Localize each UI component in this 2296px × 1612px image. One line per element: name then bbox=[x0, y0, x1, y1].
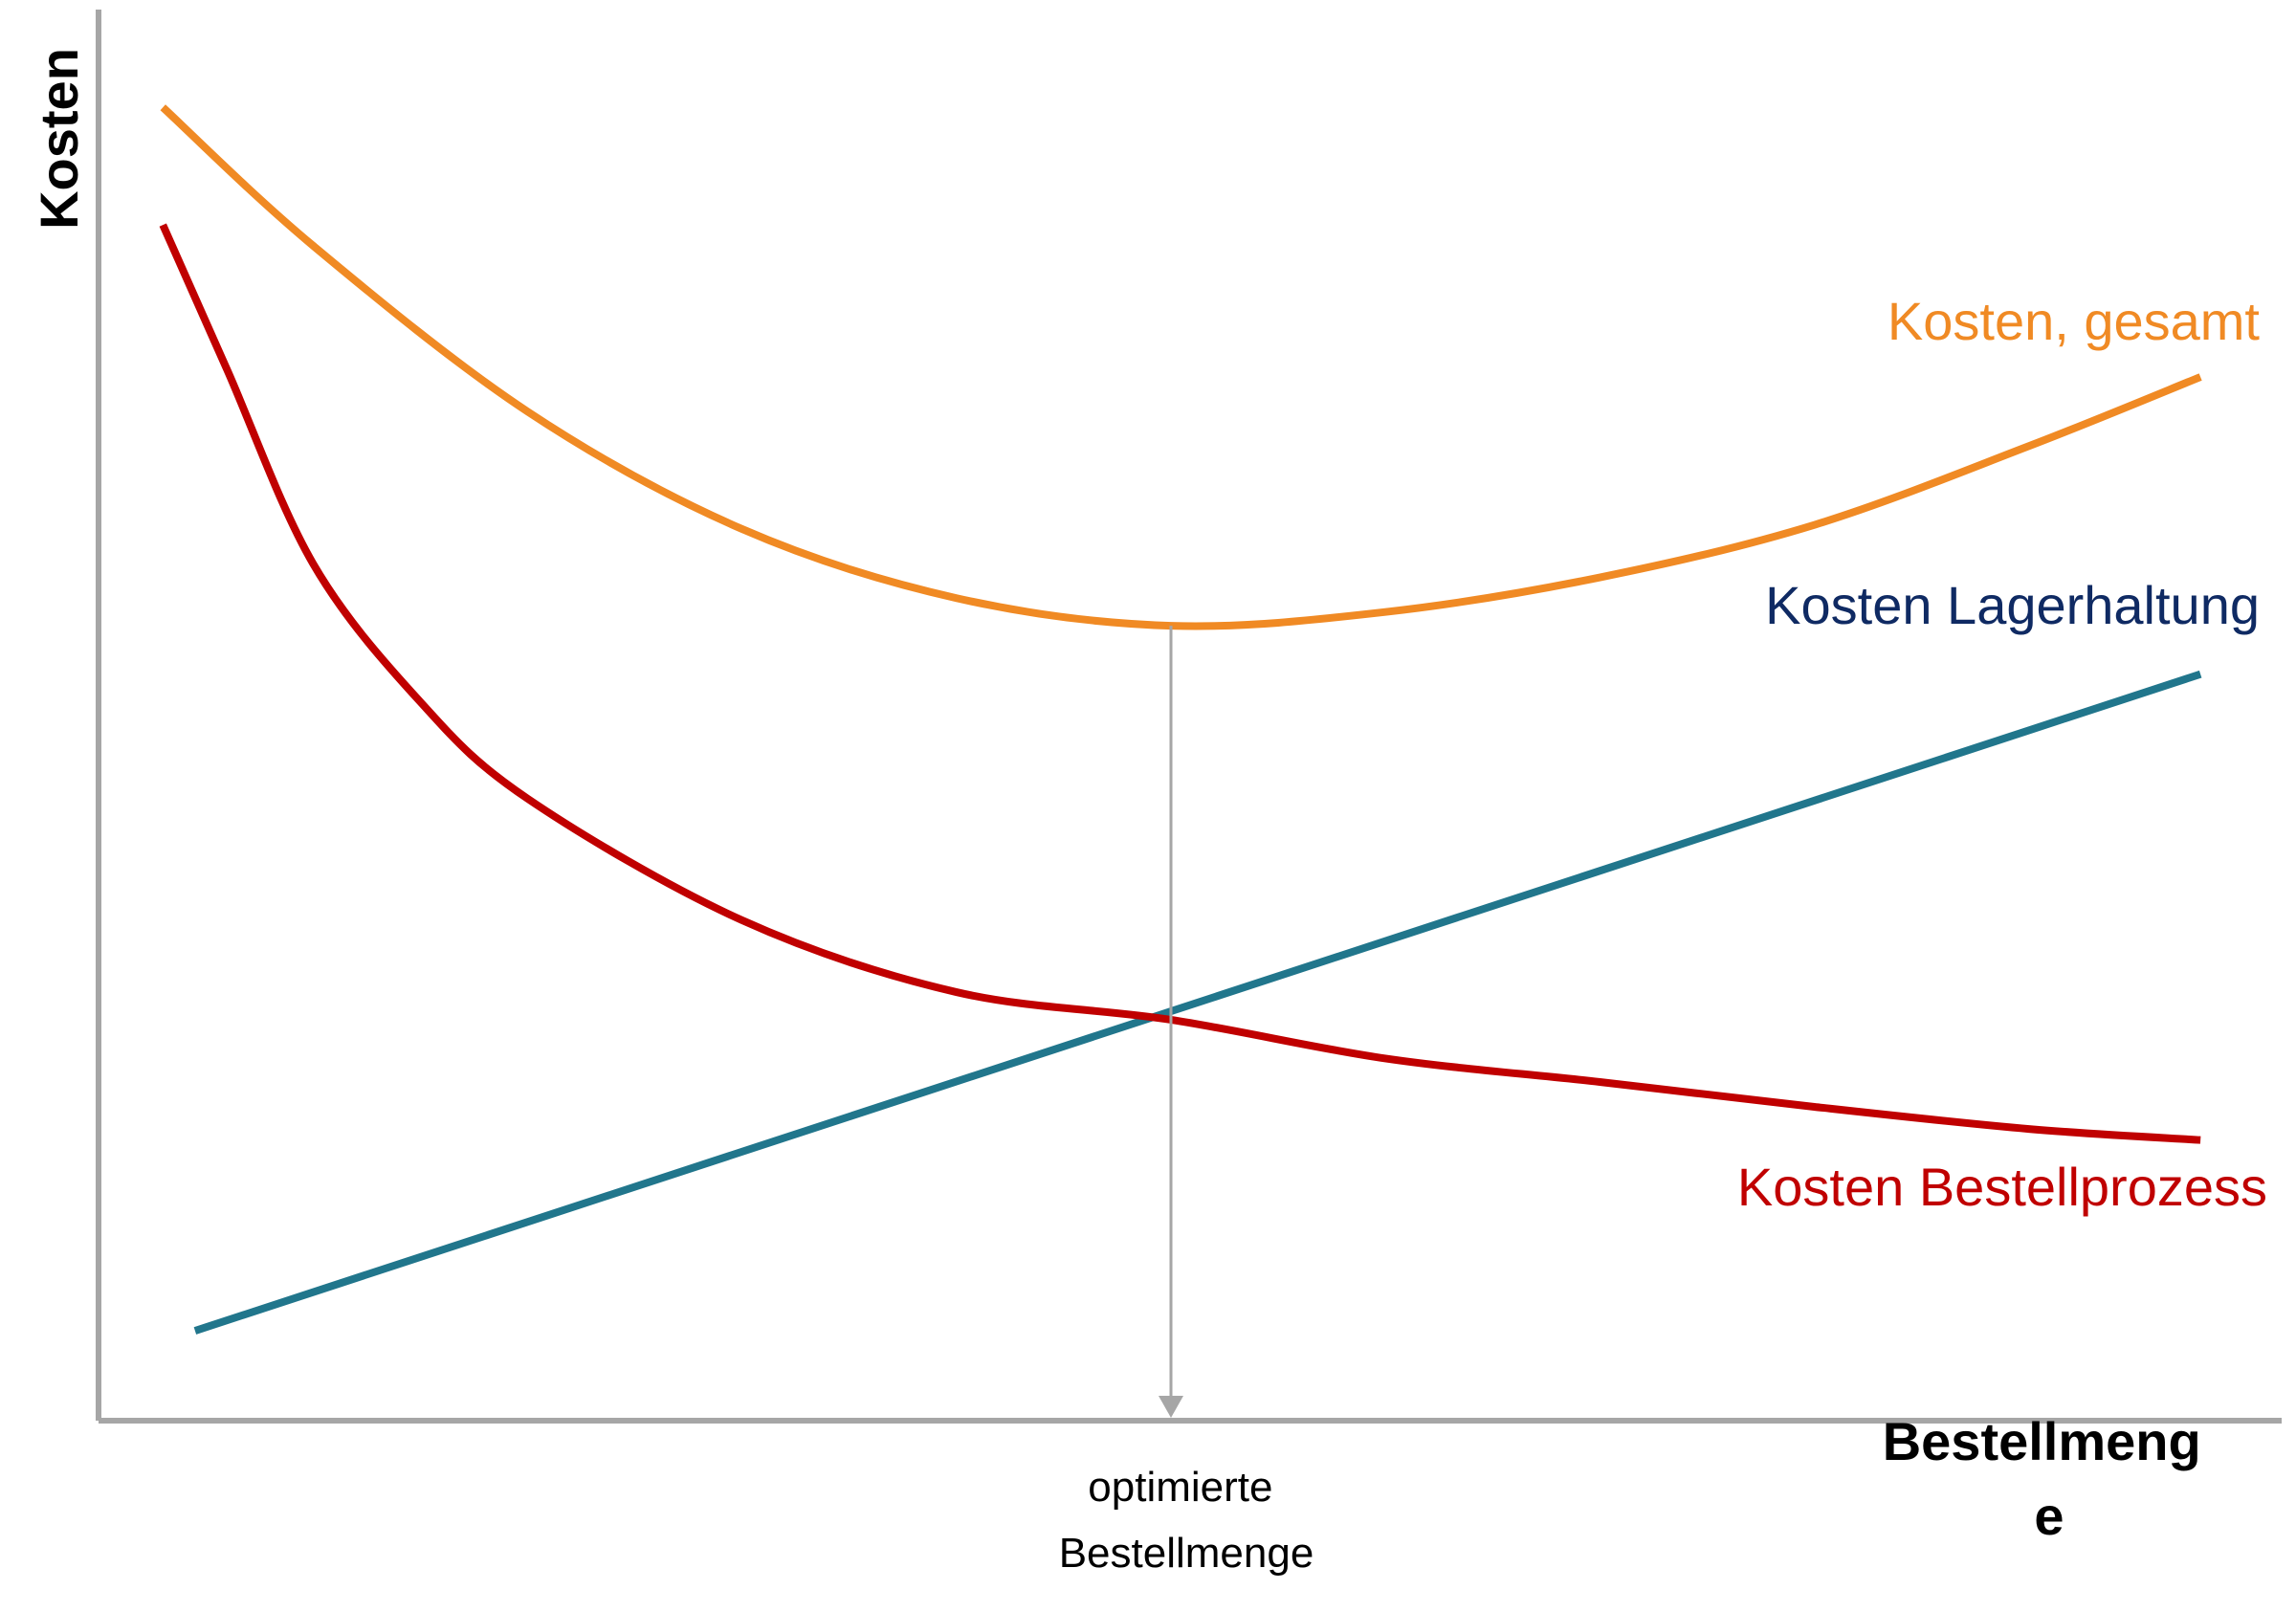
x-axis-label: Bestellmeng e bbox=[1883, 1411, 2217, 1546]
series-label-kosten-bestellprozess: Kosten Bestellprozess bbox=[1737, 1157, 2267, 1217]
optimum-annotation-line-1: optimierte bbox=[1088, 1464, 1272, 1511]
series-line-kosten-gesamt bbox=[160, 104, 2202, 630]
x-axis-label-line-1: Bestellmeng bbox=[1883, 1411, 2201, 1471]
series-layer bbox=[159, 104, 2202, 1335]
optimum-arrowhead bbox=[1159, 1396, 1183, 1418]
series-line-kosten-bestellprozess bbox=[159, 223, 2201, 1144]
optimum-annotation-line-2: Bestellmenge bbox=[1059, 1530, 1314, 1577]
optimum-annotation-label: optimierte Bestellmenge bbox=[1059, 1464, 1314, 1577]
series-label-kosten-lagerhaltung: Kosten Lagerhaltung bbox=[1765, 575, 2260, 635]
x-axis-label-line-2: e bbox=[2034, 1486, 2064, 1546]
series-labels: Kosten, gesamt Kosten Lagerhaltung Kosten … bbox=[1737, 291, 2267, 1217]
y-axis-label: Kosten bbox=[29, 48, 89, 230]
series-label-kosten-gesamt: Kosten, gesamt bbox=[1888, 291, 2261, 351]
series-line-kosten-lagerhaltung bbox=[193, 670, 2202, 1335]
